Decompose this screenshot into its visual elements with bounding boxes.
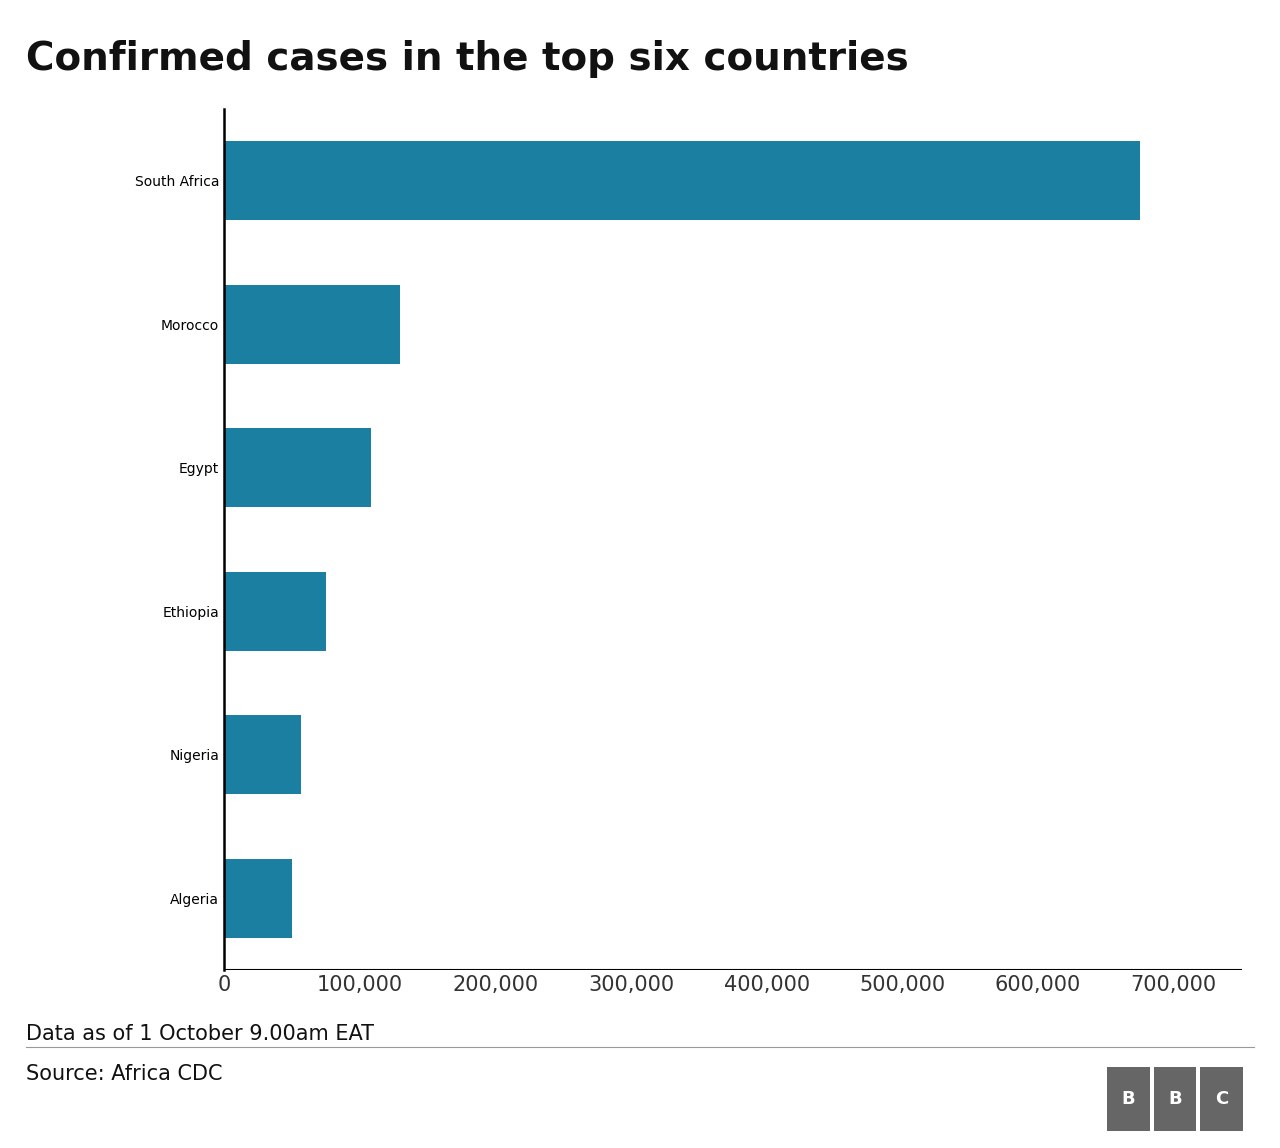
- Text: B: B: [1169, 1089, 1181, 1108]
- Bar: [224, 715, 301, 794]
- Bar: [224, 572, 325, 651]
- Text: Source: Africa CDC: Source: Africa CDC: [26, 1064, 223, 1084]
- Bar: [224, 141, 1140, 220]
- Bar: [224, 428, 370, 507]
- Text: Confirmed cases in the top six countries: Confirmed cases in the top six countries: [26, 40, 909, 78]
- Text: B: B: [1121, 1089, 1135, 1108]
- Bar: [1199, 1066, 1243, 1131]
- Bar: [1153, 1066, 1197, 1131]
- Text: Data as of 1 October 9.00am EAT: Data as of 1 October 9.00am EAT: [26, 1024, 374, 1044]
- Bar: [224, 285, 401, 364]
- Bar: [224, 859, 292, 938]
- Text: C: C: [1215, 1089, 1228, 1108]
- Bar: [1107, 1066, 1149, 1131]
